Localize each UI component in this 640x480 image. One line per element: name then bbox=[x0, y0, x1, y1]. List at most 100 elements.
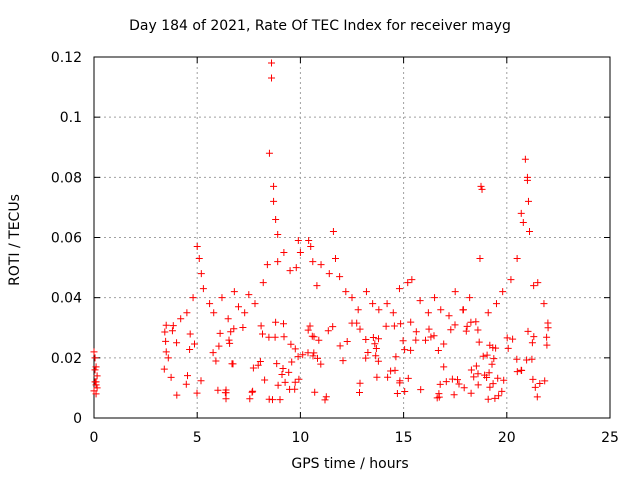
data-point bbox=[530, 282, 538, 290]
x-tick-label: 20 bbox=[498, 430, 516, 446]
data-point bbox=[478, 185, 486, 193]
data-point bbox=[362, 288, 370, 296]
data-point bbox=[484, 309, 492, 317]
data-point bbox=[354, 306, 362, 314]
data-band-marks bbox=[160, 306, 552, 404]
data-point bbox=[230, 288, 238, 296]
data-point bbox=[513, 255, 521, 263]
data-point bbox=[296, 249, 304, 257]
x-tick-label: 25 bbox=[601, 430, 619, 446]
data-point bbox=[309, 258, 317, 266]
data-point bbox=[265, 149, 273, 157]
grid bbox=[94, 57, 610, 418]
data-point bbox=[197, 270, 205, 278]
y-tick-label: 0.12 bbox=[51, 50, 82, 66]
data-point bbox=[251, 300, 259, 308]
plot-frame bbox=[93, 56, 611, 419]
data-point bbox=[173, 339, 181, 347]
data-point bbox=[189, 294, 197, 302]
data-point bbox=[263, 261, 271, 269]
data-point bbox=[292, 264, 300, 272]
data-point bbox=[507, 276, 515, 284]
data-point bbox=[234, 303, 242, 311]
data-point bbox=[193, 243, 201, 251]
data-point bbox=[404, 279, 412, 287]
data-point bbox=[274, 258, 282, 266]
x-tick-label: 15 bbox=[395, 430, 413, 446]
chart-title: Day 184 of 2021, Rate Of TEC Index for r… bbox=[129, 18, 511, 34]
data-point bbox=[199, 285, 207, 293]
data-point bbox=[92, 363, 100, 371]
data-point bbox=[268, 59, 276, 67]
data-point bbox=[519, 218, 527, 226]
data-point bbox=[162, 348, 170, 356]
data-point bbox=[164, 354, 172, 362]
x-tick-label: 5 bbox=[193, 430, 202, 446]
data-point bbox=[210, 309, 218, 317]
data-point bbox=[499, 288, 507, 296]
data-point bbox=[92, 390, 100, 398]
data-point bbox=[416, 297, 424, 305]
data-point bbox=[466, 294, 474, 302]
data-point bbox=[492, 300, 500, 308]
y-tick-label: 0 bbox=[73, 411, 82, 427]
data-point bbox=[348, 294, 356, 302]
data-point bbox=[177, 315, 185, 323]
data-point bbox=[313, 282, 321, 290]
y-tick-label: 0.04 bbox=[51, 291, 82, 307]
data-point bbox=[517, 209, 525, 217]
data-point bbox=[459, 306, 467, 314]
data-point bbox=[477, 182, 485, 190]
data-point bbox=[523, 176, 531, 184]
data-point bbox=[389, 309, 397, 317]
data-point bbox=[317, 261, 325, 269]
data-point bbox=[395, 285, 403, 293]
data-point bbox=[431, 294, 439, 302]
data-point bbox=[540, 300, 548, 308]
data-point bbox=[375, 306, 383, 314]
x-axis-label: GPS time / hours bbox=[291, 456, 409, 472]
data-point bbox=[195, 255, 203, 263]
data-point bbox=[521, 155, 529, 163]
data-point bbox=[476, 255, 484, 263]
data-point bbox=[270, 182, 278, 190]
data-point bbox=[294, 237, 302, 245]
data-point bbox=[526, 227, 534, 235]
data-point bbox=[259, 279, 267, 287]
data-point bbox=[183, 309, 191, 317]
data-point bbox=[224, 315, 232, 323]
data-point bbox=[544, 324, 552, 332]
data-point bbox=[241, 309, 249, 317]
data-point bbox=[329, 227, 337, 235]
data-point bbox=[336, 273, 344, 281]
x-tick-label: 10 bbox=[291, 430, 309, 446]
data-point bbox=[91, 366, 99, 374]
data-point bbox=[342, 288, 350, 296]
data-point bbox=[383, 300, 391, 308]
data-point bbox=[92, 381, 100, 389]
data-points bbox=[90, 59, 552, 398]
data-point bbox=[272, 215, 280, 223]
data-point bbox=[331, 255, 339, 263]
data-point bbox=[325, 270, 333, 278]
y-tick-label: 0.06 bbox=[51, 231, 82, 247]
data-point bbox=[286, 267, 294, 275]
data-point bbox=[534, 279, 542, 287]
data-point bbox=[305, 237, 313, 245]
data-point bbox=[274, 230, 282, 238]
data-point bbox=[445, 312, 453, 320]
data-point bbox=[268, 74, 276, 82]
data-point bbox=[307, 243, 315, 251]
y-axis-label: ROTI / TECUs bbox=[7, 194, 23, 286]
y-tick-label: 0.02 bbox=[51, 351, 82, 367]
data-point bbox=[451, 288, 459, 296]
data-point bbox=[270, 197, 278, 205]
data-point bbox=[408, 276, 416, 284]
y-tick-label: 0.1 bbox=[60, 110, 82, 126]
data-point bbox=[218, 294, 226, 302]
y-tick-label: 0.08 bbox=[51, 170, 82, 186]
data-point bbox=[91, 354, 99, 362]
data-point bbox=[280, 249, 288, 257]
data-point bbox=[437, 306, 445, 314]
